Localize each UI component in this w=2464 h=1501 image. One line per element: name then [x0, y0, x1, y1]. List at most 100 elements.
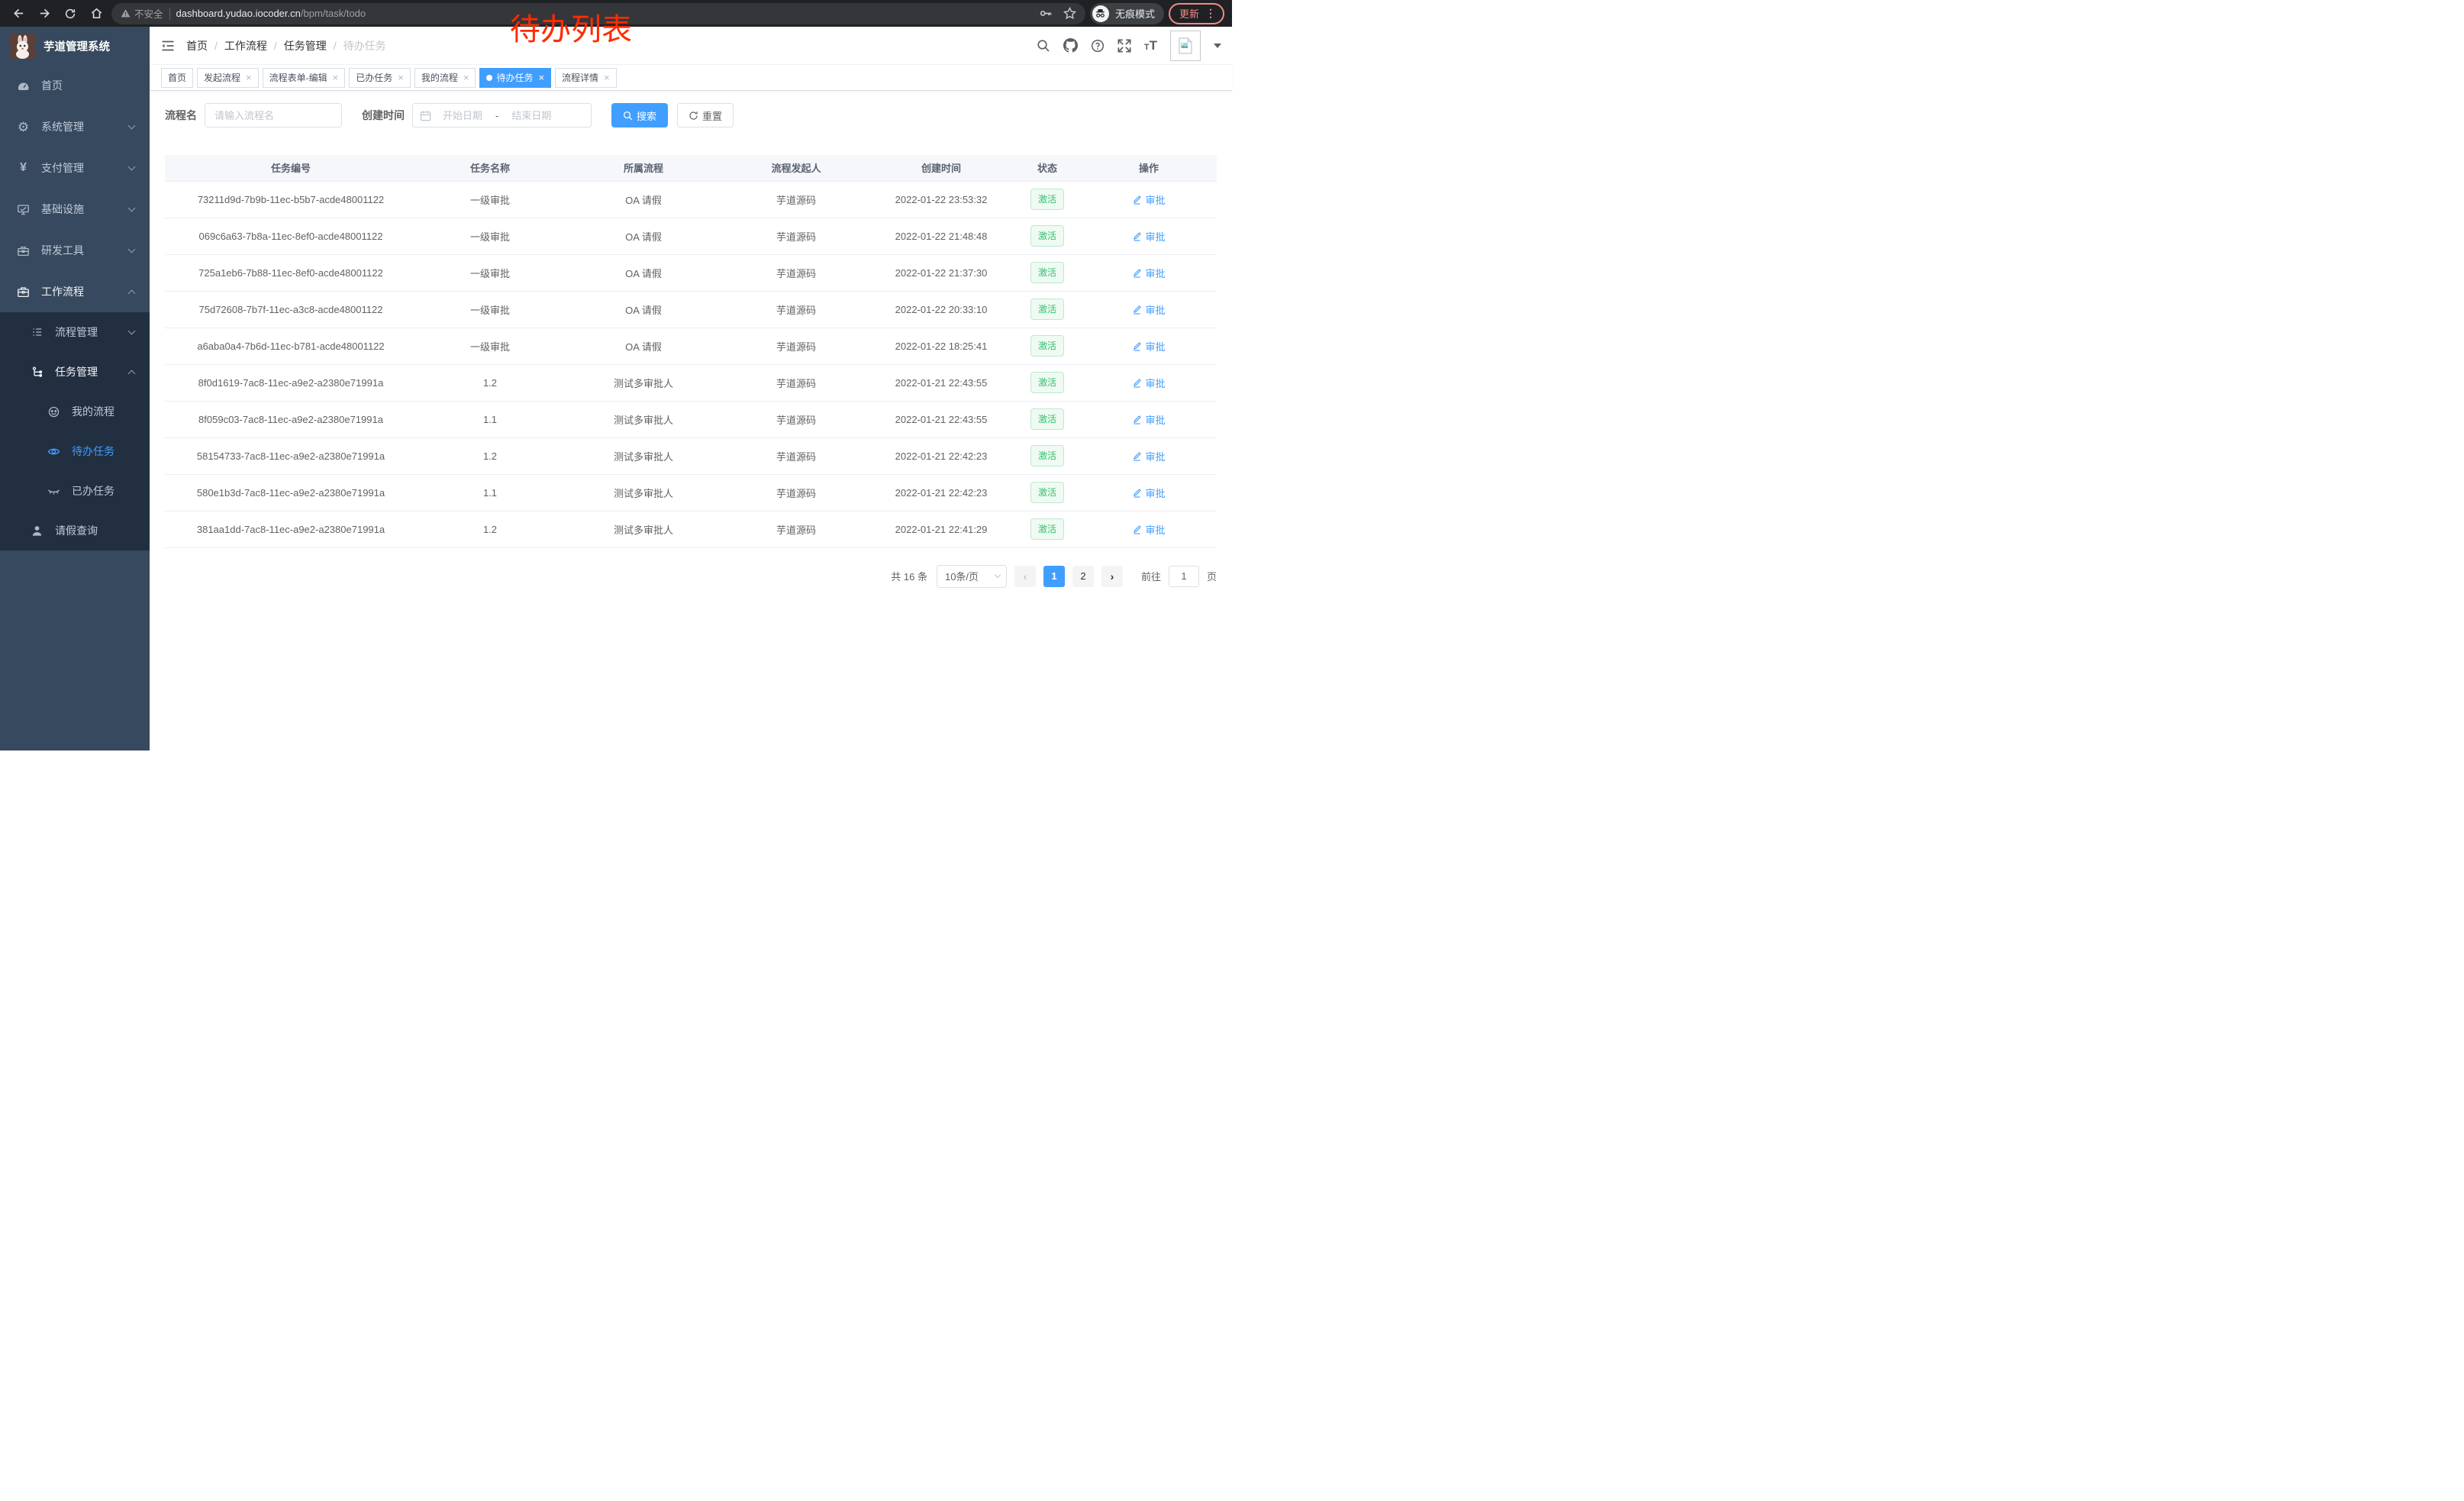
breadcrumb-task-mgmt[interactable]: 任务管理	[283, 39, 327, 52]
browser-update-button[interactable]: 更新 ⋮	[1168, 2, 1224, 24]
sidebar-item-label: 系统管理	[41, 121, 84, 133]
todo-task-table: 任务编号 任务名称 所属流程 流程发起人 创建时间 状态 操作 73211d9d…	[165, 155, 1217, 548]
tags-view-bar: 首页 发起流程 × 流程表单-编辑 × 已办任务 × 我的流程 × 待办任务 × 流程详情…	[150, 65, 1232, 91]
sidebar-item-my-process[interactable]: 我的流程	[0, 392, 150, 431]
tab-start-process[interactable]: 发起流程 ×	[197, 67, 259, 88]
chevron-down-icon	[994, 571, 1001, 579]
browser-reload-button[interactable]	[60, 3, 81, 24]
sidebar-item-leave-query[interactable]: 请假查询	[0, 511, 150, 550]
github-icon[interactable]	[1063, 38, 1078, 53]
broken-image-icon	[1179, 37, 1193, 54]
eye-open-icon	[47, 445, 60, 458]
browser-address-bar[interactable]: 不安全 dashboard.yudao.iocoder.cn/bpm/task/…	[111, 2, 1085, 24]
date-range-picker[interactable]: -	[412, 103, 592, 128]
browser-menu-icon[interactable]: ⋮	[1205, 7, 1216, 19]
col-actions: 操作	[1081, 155, 1217, 181]
not-secure-warning[interactable]: 不安全	[121, 6, 163, 21]
browser-home-button[interactable]	[85, 3, 107, 24]
sidebar-item-label: 基础设施	[41, 203, 84, 215]
sidebar-item-task-mgmt[interactable]: 任务管理	[0, 352, 150, 392]
tab-home[interactable]: 首页	[161, 67, 194, 88]
col-created: 创建时间	[869, 155, 1014, 181]
incognito-badge: 无痕模式	[1089, 2, 1164, 24]
sidebar-item-label: 首页	[41, 79, 63, 92]
close-icon[interactable]: ×	[463, 72, 469, 83]
annotation-overlay-text: 待办列表	[510, 13, 632, 47]
goto-page-suffix: 页	[1206, 571, 1217, 583]
sidebar-item-label: 任务管理	[55, 366, 98, 378]
page-size-select[interactable]: 10条/页	[936, 564, 1007, 588]
tab-todo-tasks[interactable]: 待办任务 ×	[479, 67, 552, 88]
table-row: 75d72608-7b7f-11ec-a3c8-acde48001122 一级审批…	[165, 291, 1217, 328]
approve-link[interactable]: 审批	[1132, 266, 1166, 280]
password-key-icon[interactable]	[1040, 7, 1053, 20]
sidebar-item-system-mgmt[interactable]: ⚙ 系统管理	[0, 106, 150, 147]
browser-back-button[interactable]	[8, 3, 29, 24]
edit-pen-icon	[1134, 342, 1141, 351]
browser-forward-button[interactable]	[34, 3, 55, 24]
page-button-1[interactable]: 1	[1043, 565, 1065, 587]
close-icon[interactable]: ×	[538, 72, 545, 83]
approve-link[interactable]: 审批	[1132, 522, 1166, 537]
goto-page-input[interactable]	[1168, 565, 1199, 587]
page-button-2[interactable]: 2	[1072, 565, 1094, 587]
tab-my-process[interactable]: 我的流程 ×	[414, 67, 476, 88]
avatar[interactable]	[1170, 30, 1201, 61]
approve-link[interactable]: 审批	[1132, 376, 1166, 390]
next-page-button[interactable]: ›	[1101, 565, 1123, 587]
process-name-input[interactable]	[205, 103, 342, 128]
status-badge: 激活	[1030, 482, 1064, 503]
sidebar-item-payment-mgmt[interactable]: ¥ 支付管理	[0, 147, 150, 189]
col-status: 状态	[1014, 155, 1081, 181]
approve-link[interactable]: 审批	[1132, 192, 1166, 207]
table-row: 580e1b3d-7ac8-11ec-a9e2-a2380e71991a 1.1 测…	[165, 474, 1217, 512]
sidebar-item-home[interactable]: 首页	[0, 65, 150, 106]
search-button[interactable]: 搜索	[611, 103, 669, 128]
sidebar-item-todo-tasks[interactable]: 待办任务	[0, 431, 150, 471]
close-icon[interactable]: ×	[604, 72, 610, 83]
active-tab-dot	[486, 74, 493, 81]
close-icon[interactable]: ×	[332, 72, 339, 83]
close-icon[interactable]: ×	[398, 72, 404, 83]
fullscreen-icon[interactable]	[1118, 39, 1131, 53]
approve-link[interactable]: 审批	[1132, 449, 1166, 463]
prev-page-button[interactable]: ‹	[1014, 565, 1036, 587]
sidebar-item-workflow[interactable]: 工作流程	[0, 271, 150, 312]
chevron-down-icon	[127, 245, 136, 253]
process-name-label: 流程名	[165, 109, 197, 121]
table-row: 725a1eb6-7b88-11ec-8ef0-acde48001122 一级审批…	[165, 254, 1217, 292]
bookmark-star-icon[interactable]	[1063, 7, 1076, 20]
sidebar-item-infrastructure[interactable]: 基础设施	[0, 189, 150, 230]
help-icon[interactable]	[1091, 39, 1105, 53]
close-icon[interactable]: ×	[246, 72, 252, 83]
approve-link[interactable]: 审批	[1132, 486, 1166, 500]
list-icon	[31, 326, 44, 339]
app-logo-row[interactable]: 芋道管理系统	[0, 27, 150, 65]
avatar-dropdown-caret[interactable]	[1214, 43, 1221, 48]
sidebar-fold-icon[interactable]	[150, 27, 186, 64]
approve-link[interactable]: 审批	[1132, 302, 1166, 317]
approve-link[interactable]: 审批	[1132, 412, 1166, 427]
breadcrumb-home[interactable]: 首页	[186, 39, 208, 52]
chevron-up-icon	[127, 289, 136, 297]
col-task-name: 任务名称	[417, 155, 563, 181]
search-icon[interactable]	[1037, 39, 1050, 53]
eye-closed-icon	[47, 485, 60, 498]
tab-done-tasks[interactable]: 已办任务 ×	[349, 67, 411, 88]
end-date-input[interactable]	[502, 109, 562, 121]
tab-form-edit[interactable]: 流程表单-编辑 ×	[262, 67, 346, 88]
tab-process-detail[interactable]: 流程详情 ×	[555, 67, 617, 88]
status-badge: 激活	[1030, 262, 1064, 283]
status-badge: 激活	[1030, 445, 1064, 466]
start-date-input[interactable]	[433, 109, 492, 121]
page-content: 流程名 创建时间 - 搜索 重置	[150, 91, 1232, 750]
sidebar-item-done-tasks[interactable]: 已办任务	[0, 471, 150, 511]
sidebar-item-process-mgmt[interactable]: 流程管理	[0, 312, 150, 352]
monitor-icon	[17, 203, 30, 216]
breadcrumb-workflow[interactable]: 工作流程	[224, 39, 267, 52]
approve-link[interactable]: 审批	[1132, 339, 1166, 353]
reset-button[interactable]: 重置	[677, 103, 734, 128]
approve-link[interactable]: 审批	[1132, 229, 1166, 244]
font-size-icon[interactable]: TT	[1143, 37, 1157, 53]
sidebar-item-dev-tools[interactable]: 研发工具	[0, 230, 150, 271]
